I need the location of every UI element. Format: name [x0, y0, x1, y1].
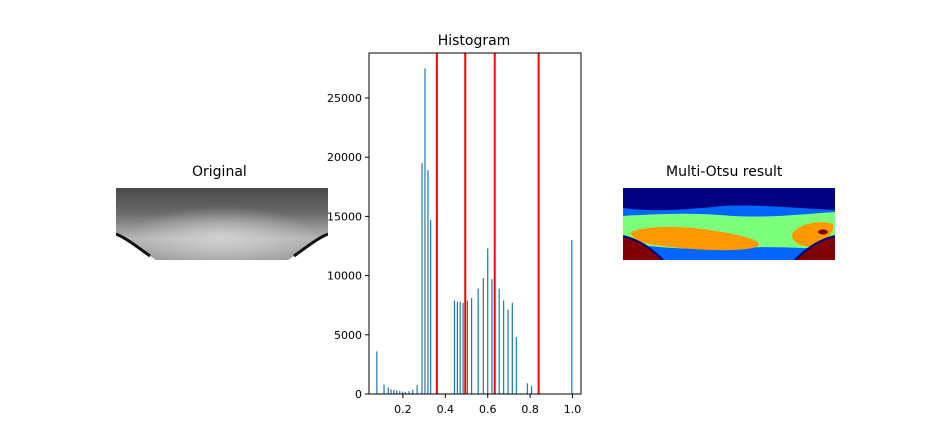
histogram-bar [498, 288, 500, 394]
x-tick-label: 0.8 [521, 403, 539, 416]
histogram-bar [515, 337, 517, 394]
histogram-bar [491, 279, 493, 394]
histogram-bar [396, 390, 398, 394]
histogram-bar [393, 389, 395, 394]
histogram-bar [412, 389, 414, 394]
histogram-bar [503, 300, 505, 394]
y-tick-label: 10000 [327, 270, 362, 283]
x-tick-label: 0.2 [394, 403, 412, 416]
histogram-bar [376, 351, 378, 395]
histogram-bar [477, 288, 479, 394]
x-tick-label: 0.6 [479, 403, 497, 416]
chart-title: Histogram [438, 33, 511, 49]
histogram-bar [453, 300, 456, 394]
y-tick-label: 0 [355, 388, 362, 401]
original-image [116, 188, 328, 260]
histogram-bar [427, 170, 429, 394]
histogram-bar [421, 163, 423, 394]
histogram-bar [399, 391, 401, 394]
histogram-bar [430, 219, 432, 394]
histogram-bar [471, 298, 473, 394]
y-tick-label: 25000 [327, 92, 362, 105]
x-tick-label: 0.4 [437, 403, 455, 416]
histogram-bar [571, 240, 573, 394]
histogram-bar [507, 309, 509, 394]
histogram-bar [462, 302, 464, 394]
histogram-bar [487, 248, 489, 394]
multi-otsu-title: Multi-Otsu result [666, 164, 783, 180]
histogram-bar [424, 68, 426, 394]
histogram-bar [383, 384, 385, 394]
y-tick-label: 5000 [334, 329, 362, 342]
plot-frame [368, 52, 582, 395]
y-tick-label: 15000 [327, 210, 362, 223]
histogram-bar [482, 277, 484, 394]
histogram-bar [466, 300, 468, 394]
multi-otsu-image [623, 188, 835, 260]
histogram-bar [416, 385, 418, 394]
histogram-bar [456, 301, 458, 394]
histogram-bar [531, 385, 533, 394]
histogram-bar [390, 389, 392, 394]
x-tick-label: 1.0 [564, 403, 582, 416]
histogram-bar [459, 301, 461, 394]
histogram-bar [402, 391, 404, 394]
histogram-bar [408, 391, 410, 394]
histogram-bar [387, 387, 389, 394]
histogram-bar [526, 383, 528, 394]
y-tick-label: 20000 [327, 151, 362, 164]
histogram-bar [511, 302, 513, 394]
original-title: Original [192, 164, 247, 180]
histogram-bar [404, 392, 407, 394]
